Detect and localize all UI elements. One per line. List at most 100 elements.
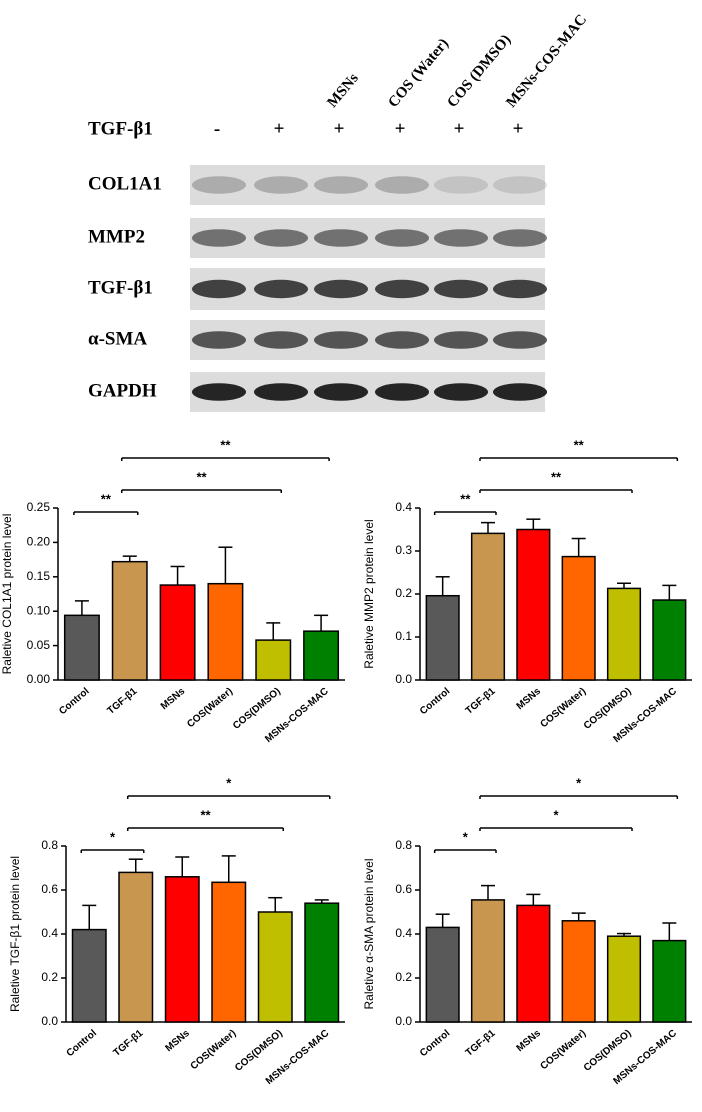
error-bar bbox=[481, 884, 495, 900]
y-tick-label: 0.3 bbox=[395, 543, 412, 557]
error-bar bbox=[74, 600, 89, 616]
error-bar bbox=[571, 912, 586, 921]
treatment-sign: + bbox=[334, 118, 345, 139]
band bbox=[314, 279, 368, 299]
x-tick-label: COS(Water) bbox=[189, 1028, 239, 1072]
bar bbox=[425, 926, 460, 1023]
band bbox=[192, 229, 246, 247]
y-axis-label: Raletive α-SMA protein level bbox=[362, 858, 376, 1009]
band bbox=[434, 176, 488, 194]
error-bar bbox=[571, 537, 586, 557]
significance-label: ** bbox=[220, 437, 231, 452]
column-label: COS (Water) bbox=[385, 36, 452, 111]
bar bbox=[606, 587, 642, 681]
error-bar bbox=[218, 546, 233, 584]
row-label: MMP2 bbox=[88, 226, 145, 247]
band bbox=[314, 331, 368, 349]
band bbox=[314, 176, 368, 194]
y-tick-label: 0.8 bbox=[41, 838, 58, 852]
treatment-sign: + bbox=[274, 118, 285, 139]
band bbox=[493, 229, 547, 247]
bar bbox=[304, 902, 340, 1023]
y-tick-label: 0.4 bbox=[395, 926, 412, 940]
bar bbox=[159, 584, 196, 681]
band bbox=[493, 279, 547, 299]
bar bbox=[561, 920, 596, 1023]
y-tick-label: 0.6 bbox=[41, 882, 58, 896]
error-bar bbox=[526, 518, 541, 530]
y-tick-label: 0.20 bbox=[27, 535, 51, 549]
y-tick-label: 0.05 bbox=[27, 638, 51, 652]
error-bar bbox=[314, 899, 329, 904]
treatment-sign: + bbox=[454, 118, 465, 139]
y-tick-label: 0.6 bbox=[395, 882, 412, 896]
x-tick-label: Control bbox=[57, 686, 91, 717]
treatment-sign: - bbox=[214, 118, 220, 139]
band bbox=[192, 176, 246, 194]
bar bbox=[255, 639, 292, 681]
bar bbox=[606, 935, 642, 1023]
bar bbox=[516, 904, 551, 1023]
y-tick-label: 0.0 bbox=[395, 672, 412, 686]
error-bar bbox=[662, 584, 677, 601]
y-tick-label: 0.0 bbox=[395, 1014, 412, 1028]
band bbox=[434, 229, 488, 247]
band bbox=[254, 331, 308, 349]
significance-label: ** bbox=[196, 469, 207, 484]
x-tick-label: TGF-β1 bbox=[464, 1028, 498, 1059]
bar bbox=[470, 532, 506, 681]
band bbox=[375, 383, 429, 401]
row-label: TGF-β1 bbox=[88, 277, 153, 298]
y-tick-label: 0.15 bbox=[27, 569, 51, 583]
error-bar bbox=[435, 913, 450, 928]
band bbox=[375, 176, 429, 194]
column-label: MSNs bbox=[324, 70, 362, 110]
band bbox=[434, 383, 488, 401]
significance-label: * bbox=[463, 829, 469, 844]
row-label: α-SMA bbox=[88, 328, 147, 349]
bar bbox=[516, 528, 551, 681]
band bbox=[254, 279, 308, 299]
bar bbox=[63, 614, 100, 681]
error-bar bbox=[266, 622, 281, 641]
band bbox=[254, 383, 308, 401]
error-bar bbox=[170, 565, 185, 586]
bar bbox=[71, 928, 107, 1023]
band bbox=[434, 331, 488, 349]
error-bar bbox=[617, 582, 631, 589]
row-label: GAPDH bbox=[88, 380, 157, 401]
significance-label: * bbox=[553, 807, 559, 822]
y-tick-label: 0.2 bbox=[41, 970, 58, 984]
western-blot: TGF-β1 bbox=[88, 118, 153, 139]
significance-label: * bbox=[110, 829, 116, 844]
x-tick-label: TGF-β1 bbox=[105, 686, 139, 717]
treatment-label: TGF-β1 bbox=[88, 118, 153, 139]
significance-label: ** bbox=[551, 469, 562, 484]
bar bbox=[652, 599, 687, 681]
error-bar bbox=[662, 922, 677, 941]
x-tick-label: COS(Water) bbox=[185, 686, 235, 730]
error-bar bbox=[221, 855, 236, 883]
blot-strip bbox=[190, 165, 545, 205]
bar bbox=[257, 911, 293, 1023]
y-tick-label: 0.8 bbox=[395, 838, 412, 852]
treatment-sign: + bbox=[513, 118, 524, 139]
band bbox=[375, 229, 429, 247]
band bbox=[375, 279, 429, 299]
band bbox=[314, 229, 368, 247]
significance-label: ** bbox=[574, 437, 585, 452]
bar bbox=[470, 899, 506, 1023]
x-tick-label: TGF-β1 bbox=[111, 1028, 145, 1059]
significance-label: ** bbox=[200, 807, 211, 822]
row-label: COL1A1 bbox=[88, 173, 162, 194]
significance-label: ** bbox=[460, 491, 471, 506]
band bbox=[192, 383, 246, 401]
bar bbox=[561, 555, 596, 681]
significance-label: * bbox=[226, 775, 232, 790]
y-tick-label: 0.2 bbox=[395, 970, 412, 984]
x-tick-label: MSNs bbox=[159, 686, 188, 713]
error-bar bbox=[435, 576, 450, 596]
significance-label: * bbox=[576, 775, 582, 790]
error-bar bbox=[122, 555, 137, 562]
